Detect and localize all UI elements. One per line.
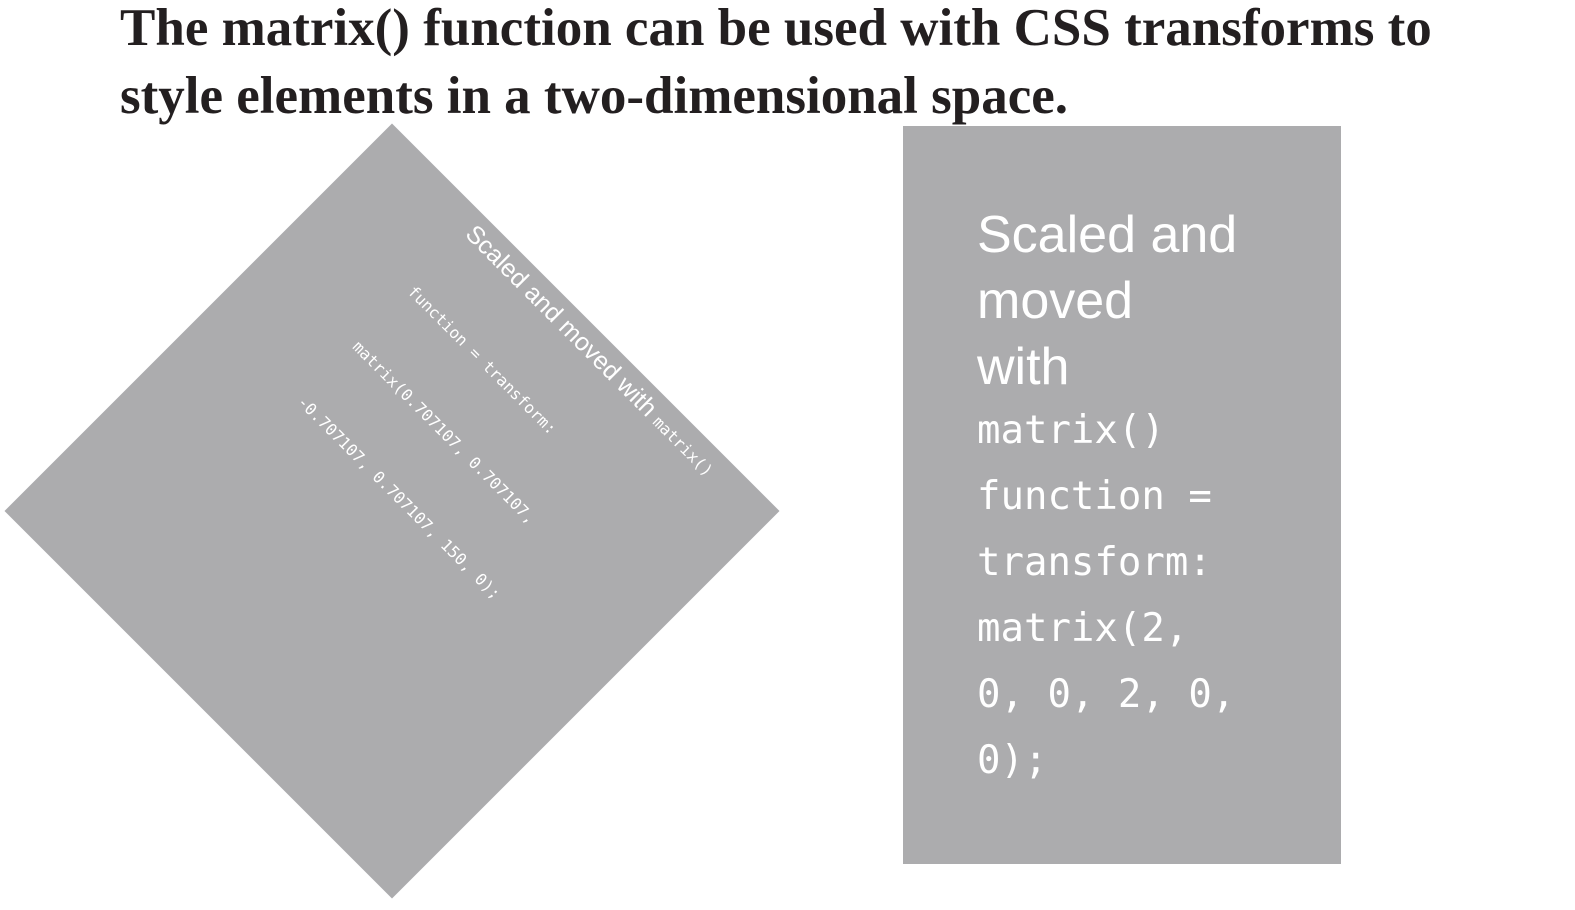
scaled-box-code-line: 0, 0, 2, 0,	[977, 672, 1236, 717]
scaled-box-code-line: 0);	[977, 738, 1048, 783]
heading-line-1: The matrix() function can be used with C…	[120, 0, 1432, 57]
scaled-box-title-line: with	[977, 338, 1070, 396]
scaled-box-title-line: Scaled and	[977, 206, 1238, 264]
scaled-box-title-line: moved	[977, 272, 1134, 330]
scaled-box-code-line: matrix()	[977, 408, 1165, 453]
scaled-matrix-demo-box: Scaled and moved with matrix() function …	[903, 126, 1341, 864]
scaled-box-code-line: transform:	[977, 540, 1212, 585]
rotated-box-code: function = transform: matrix(0.707107, 0…	[254, 243, 753, 742]
rotated-matrix-demo-box: Scaled and moved with matrix() function …	[4, 123, 780, 899]
rotated-box-content: Scaled and moved with matrix() function …	[254, 218, 778, 742]
page-heading: The matrix() function can be used with C…	[120, 0, 1570, 130]
scaled-box-title: Scaled and moved with	[977, 202, 1307, 400]
scaled-box-code-line: matrix(2,	[977, 606, 1189, 651]
scaled-box-code-line: function =	[977, 474, 1212, 519]
scaled-box-code: matrix() function = transform: matrix(2,…	[977, 398, 1341, 794]
heading-line-2: style elements in a two-dimensional spac…	[120, 67, 1069, 125]
